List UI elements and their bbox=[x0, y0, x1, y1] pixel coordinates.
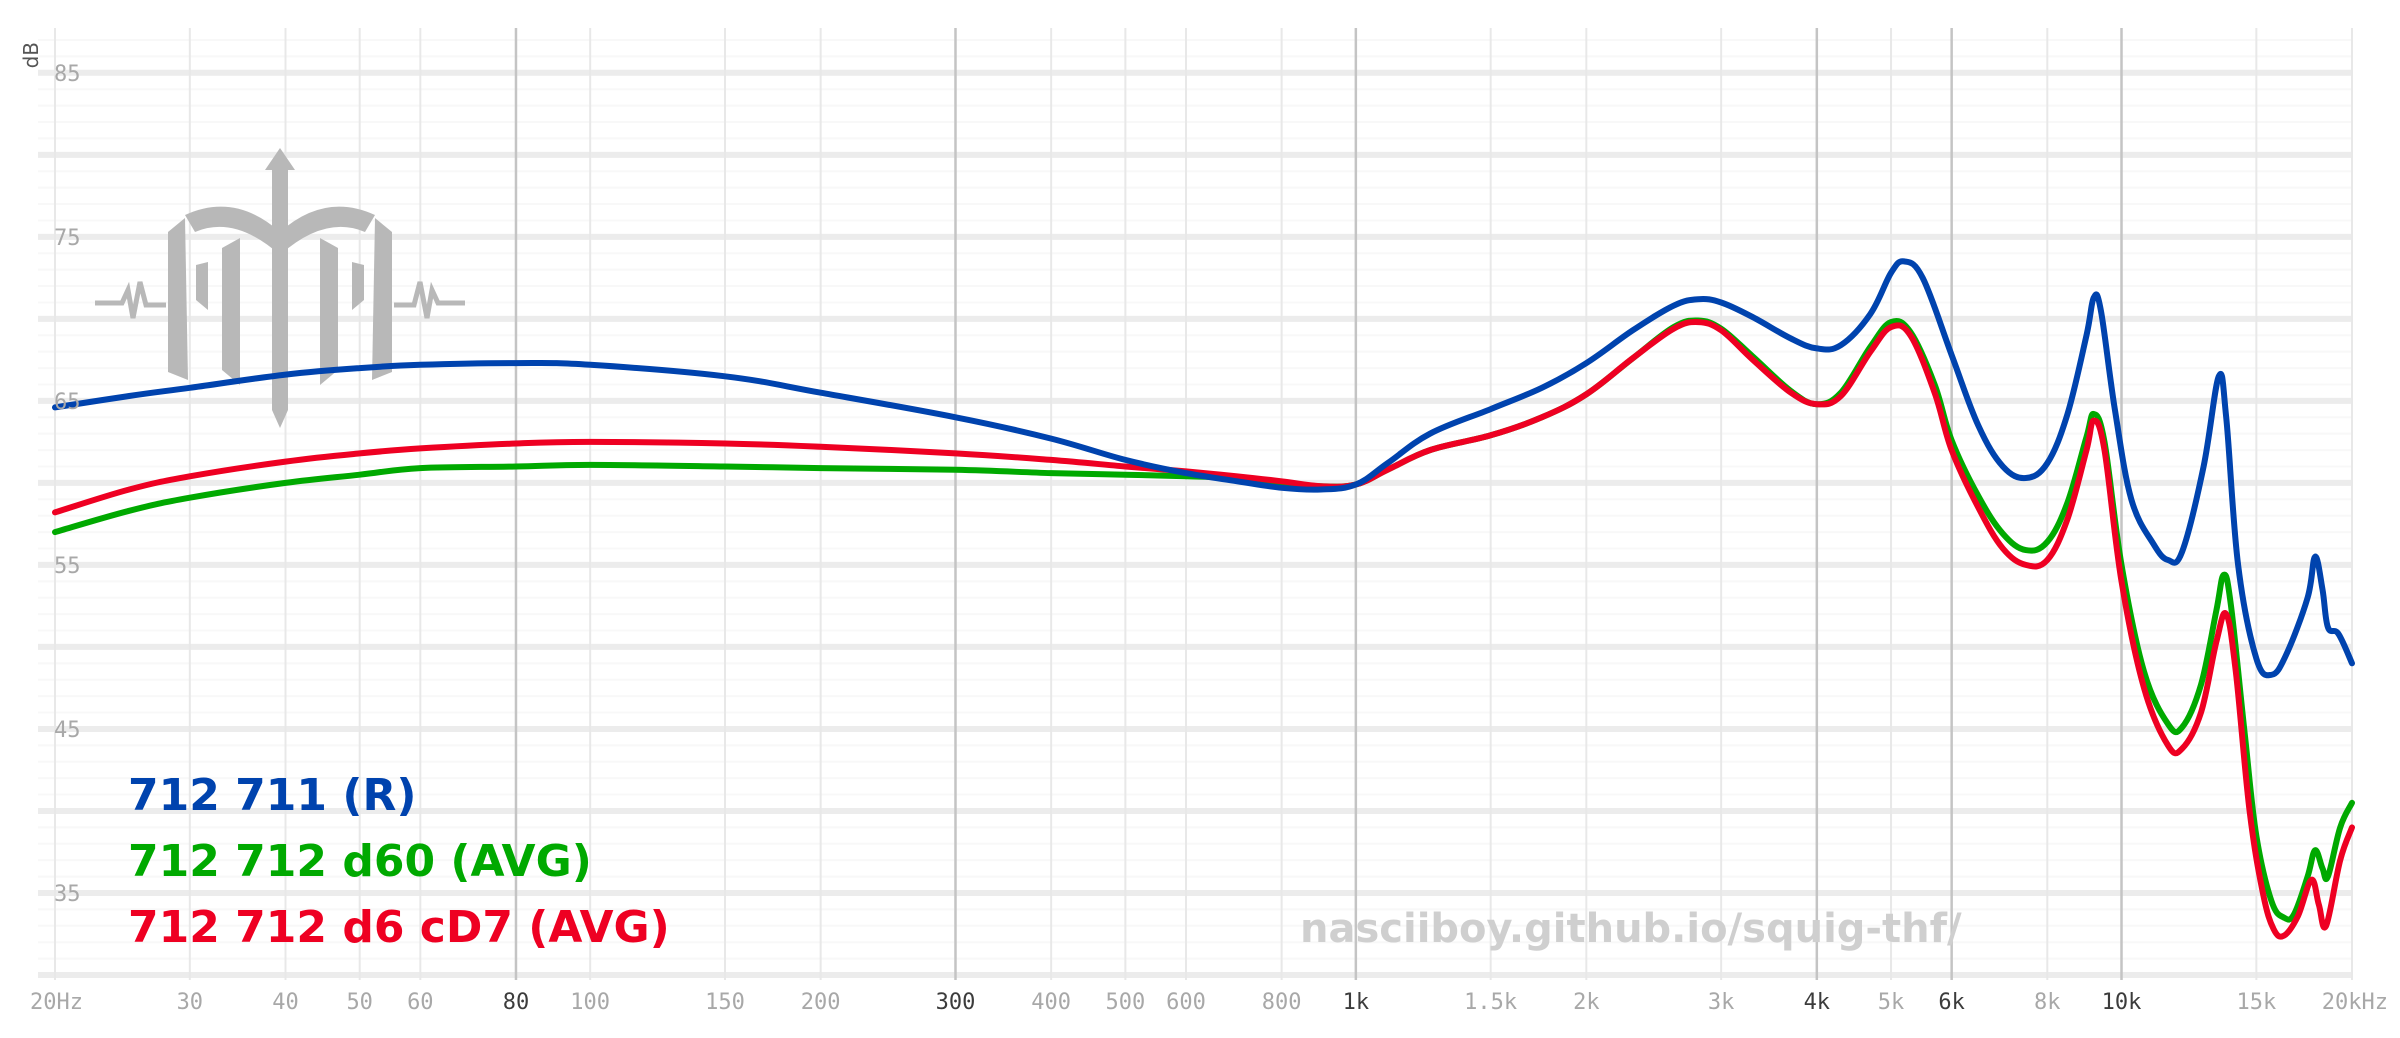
x-tick-label: 1k bbox=[1343, 990, 1370, 1015]
y-tick-label: 55 bbox=[54, 554, 81, 579]
x-tick-label: 200 bbox=[801, 990, 841, 1015]
logo-icon bbox=[95, 148, 465, 428]
watermark-url: nasciiboy.github.io/squig-thf/ bbox=[1300, 906, 1962, 952]
x-tick-label: 6k bbox=[1938, 990, 1965, 1015]
x-tick-label: 30 bbox=[177, 990, 204, 1015]
legend-entry-712-711-r[interactable]: 712 711 (R) bbox=[128, 770, 416, 821]
legend-entry-712-712-d6-cd7-avg[interactable]: 712 712 d6 cD7 (AVG) bbox=[128, 902, 670, 953]
x-tick-label: 10k bbox=[2102, 990, 2142, 1015]
x-tick-label: 150 bbox=[705, 990, 745, 1015]
x-tick-label: 300 bbox=[936, 990, 976, 1015]
y-tick-label: 45 bbox=[54, 718, 81, 743]
x-tick-label: 50 bbox=[346, 990, 373, 1015]
x-tick-label: 800 bbox=[1262, 990, 1302, 1015]
x-tick-label: 40 bbox=[272, 990, 299, 1015]
chart-grid bbox=[38, 28, 2353, 980]
x-tick-label: 15k bbox=[2236, 990, 2276, 1015]
series-line-712-711-r[interactable] bbox=[52, 258, 2355, 679]
y-tick-label: 85 bbox=[54, 62, 81, 87]
x-tick-label: 8k bbox=[2034, 990, 2061, 1015]
y-tick-label: 75 bbox=[54, 226, 81, 251]
x-tick-label: 20kHz bbox=[2322, 990, 2388, 1015]
x-tick-label: 80 bbox=[503, 990, 530, 1015]
series-line-712-712-d6-cd7-avg[interactable] bbox=[52, 319, 2355, 940]
x-tick-label: 500 bbox=[1105, 990, 1145, 1015]
x-tick-label: 3k bbox=[1708, 990, 1735, 1015]
x-tick-label: 400 bbox=[1031, 990, 1071, 1015]
y-tick-label: 65 bbox=[54, 390, 81, 415]
y-axis-unit-label: dB bbox=[19, 42, 43, 68]
x-tick-label: 2k bbox=[1573, 990, 1600, 1015]
legend-entry-712-712-d60-avg[interactable]: 712 712 d60 (AVG) bbox=[128, 836, 592, 887]
x-tick-label: 20Hz bbox=[30, 990, 83, 1015]
x-tick-label: 4k bbox=[1804, 990, 1831, 1015]
series-line-712-712-d60-avg[interactable] bbox=[52, 317, 2355, 923]
y-tick-label: 35 bbox=[54, 882, 81, 907]
x-tick-label: 60 bbox=[407, 990, 434, 1015]
x-tick-label: 600 bbox=[1166, 990, 1206, 1015]
x-tick-label: 5k bbox=[1878, 990, 1905, 1015]
x-tick-label: 1.5k bbox=[1464, 990, 1517, 1015]
legend: 712 711 (R) 712 712 d60 (AVG) 712 712 d6… bbox=[128, 770, 670, 953]
x-tick-label: 100 bbox=[570, 990, 610, 1015]
series-lines bbox=[52, 258, 2355, 940]
axis-labels: 20Hz 30 40 50 60 80 100 150 200 300 400 500 600 800 1k… bbox=[30, 62, 2388, 1015]
